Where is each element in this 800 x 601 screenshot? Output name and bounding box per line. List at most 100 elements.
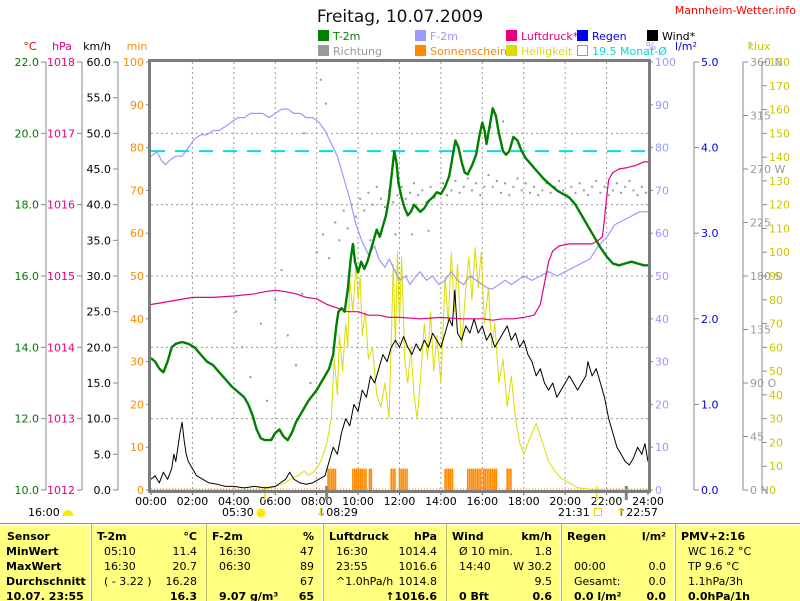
svg-text:3.0: 3.0 xyxy=(701,227,719,240)
x-axis: 00:00 02:00 04:00 06:00 08:00 10:00 12:00 14:00… xyxy=(135,490,664,508)
svg-text:0 N: 0 N xyxy=(750,484,769,497)
table-cell-value: W 30.2 xyxy=(513,560,552,573)
svg-text:0.0: 0.0 xyxy=(94,484,112,497)
table-col-header: Luftdruck xyxy=(329,530,389,543)
legend-swatch-icon xyxy=(647,30,658,41)
svg-text:50: 50 xyxy=(130,270,144,283)
table-cell-text: WC 16.2 °C xyxy=(688,545,752,558)
svg-text:22.0: 22.0 xyxy=(15,56,40,69)
moon-blob-icon xyxy=(60,506,73,519)
table-cell-text: 05:10 xyxy=(104,545,136,558)
table-col-header: PMV+2:16 xyxy=(681,530,746,543)
svg-text:135: 135 xyxy=(750,324,771,337)
table-col-unit: % xyxy=(302,530,314,543)
axis-press: 1018 1017 1016 1015 1014 1013 1012 hPa xyxy=(47,40,83,497)
table-cell-text: TP 9.6 °C xyxy=(688,560,740,573)
axis-unit-lux: klux xyxy=(748,40,771,53)
legend-item-luftdruck-: Luftdruck* xyxy=(506,30,578,43)
series-f-2m xyxy=(150,108,648,290)
legend-item-sonnenschein: Sonnenschein xyxy=(415,45,507,58)
table-separator xyxy=(90,524,92,601)
sun-moon-time-label: 22:57 xyxy=(626,506,658,519)
axis-unit-sun: min xyxy=(127,40,148,53)
table-cell-value: 1014.8 xyxy=(398,575,438,588)
svg-text:14.0: 14.0 xyxy=(15,341,40,354)
table-cell-text: Gesamt: xyxy=(574,575,621,588)
svg-text:50.0: 50.0 xyxy=(87,127,112,140)
table-col-unit: °C xyxy=(183,530,197,543)
series-helligkeit xyxy=(151,247,648,491)
svg-text:10.0: 10.0 xyxy=(15,484,40,497)
svg-text:55.0: 55.0 xyxy=(87,92,112,105)
sunset-square-icon xyxy=(590,506,602,519)
svg-text:20:00: 20:00 xyxy=(549,495,581,508)
legend-label: Helligkeit xyxy=(521,45,573,58)
sun-moon-time: ↓08:29 xyxy=(316,506,358,519)
svg-text:40: 40 xyxy=(130,313,144,326)
sun-moon-time: 16:00 xyxy=(28,506,73,519)
table-cell-value: 89 xyxy=(300,560,314,573)
svg-text:1013: 1013 xyxy=(47,413,75,426)
table-col-unit: hPa xyxy=(413,530,437,543)
axis-windk: 60.0 55.0 50.0 45.0 40.0 35.0 30.0 25.0 20.0 15.0… xyxy=(83,40,119,497)
svg-text:04:00: 04:00 xyxy=(218,495,250,508)
table-cell-text: 0 Bft xyxy=(459,590,489,601)
page-title: Freitag, 10.07.2009 xyxy=(316,7,484,27)
svg-text:100: 100 xyxy=(655,56,676,69)
svg-text:20: 20 xyxy=(769,436,783,449)
svg-text:25.0: 25.0 xyxy=(87,306,112,319)
svg-text:0.0: 0.0 xyxy=(701,484,719,497)
svg-text:90: 90 xyxy=(655,99,669,112)
site-link[interactable]: Mannheim-Wetter.info xyxy=(674,4,796,17)
table-cell-text: 00:00 xyxy=(574,560,606,573)
svg-text:24:00: 24:00 xyxy=(632,495,664,508)
svg-text:40: 40 xyxy=(655,313,669,326)
table-cell-text: 23:55 xyxy=(336,560,368,573)
legend-label: F-2m xyxy=(430,30,459,43)
axis-unit-dir: ° xyxy=(747,40,753,53)
svg-text:10: 10 xyxy=(130,441,144,454)
svg-text:30: 30 xyxy=(655,356,669,369)
sun-moon-time: 21:31 xyxy=(558,506,602,519)
table-cell-value: 0.0 xyxy=(648,575,667,588)
svg-text:10:00: 10:00 xyxy=(342,495,374,508)
svg-text:1014: 1014 xyxy=(47,341,75,354)
svg-text:30: 30 xyxy=(769,413,783,426)
svg-text:90: 90 xyxy=(130,99,144,112)
svg-text:140: 140 xyxy=(769,151,790,164)
svg-text:40: 40 xyxy=(769,389,783,402)
svg-text:1015: 1015 xyxy=(47,270,75,283)
svg-text:120: 120 xyxy=(769,199,790,212)
svg-text:12.0: 12.0 xyxy=(15,413,40,426)
sun-moon-time-label: 21:31 xyxy=(558,506,590,519)
svg-text:50: 50 xyxy=(655,270,669,283)
svg-text:30: 30 xyxy=(130,356,144,369)
svg-text:90 O: 90 O xyxy=(750,377,776,390)
table-cell-value: 1.8 xyxy=(534,545,553,558)
axis-unit-press: hPa xyxy=(52,40,72,53)
table-cell-text: 16:30 xyxy=(219,545,251,558)
moonset-arrow-icon: ↓ xyxy=(316,506,326,519)
legend-swatch-icon xyxy=(577,45,588,56)
svg-text:20.0: 20.0 xyxy=(15,127,40,140)
svg-text:5.0: 5.0 xyxy=(701,56,719,69)
table-col-header: Wind xyxy=(452,530,484,543)
table-cell-value: 20.7 xyxy=(172,560,198,573)
table-cell-value: 47 xyxy=(300,545,314,558)
svg-text:30.0: 30.0 xyxy=(87,270,112,283)
svg-text:12:00: 12:00 xyxy=(384,495,416,508)
svg-text:08:00: 08:00 xyxy=(301,495,333,508)
axis-rain: 5.0 4.0 3.0 2.0 1.0 0.0 l/m² xyxy=(675,40,718,497)
grid xyxy=(151,62,648,490)
svg-text:60: 60 xyxy=(769,341,783,354)
svg-text:20: 20 xyxy=(130,398,144,411)
svg-text:110: 110 xyxy=(769,222,790,235)
svg-text:50: 50 xyxy=(769,365,783,378)
table-cell-text: 14:40 xyxy=(459,560,491,573)
table-col-header: F-2m xyxy=(212,530,243,543)
svg-text:10.0: 10.0 xyxy=(87,413,112,426)
table-cell-value: ↑1016.6 xyxy=(385,590,437,601)
sun-moon-time-label: 05:30 xyxy=(222,506,254,519)
legend-item-f-2m: F-2m xyxy=(415,30,459,43)
